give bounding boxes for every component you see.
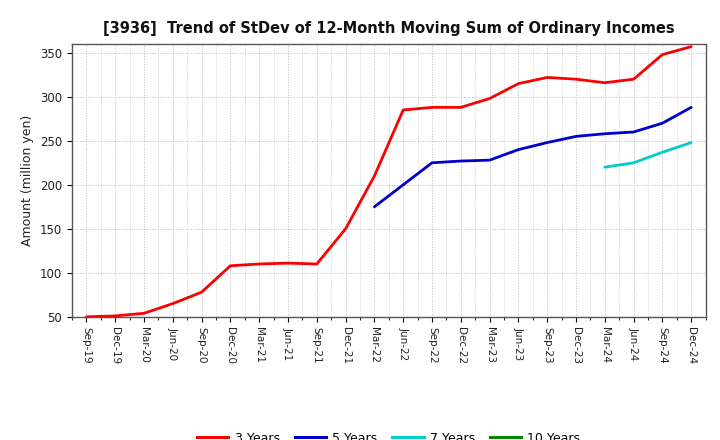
Title: [3936]  Trend of StDev of 12-Month Moving Sum of Ordinary Incomes: [3936] Trend of StDev of 12-Month Moving… bbox=[103, 21, 675, 36]
Legend: 3 Years, 5 Years, 7 Years, 10 Years: 3 Years, 5 Years, 7 Years, 10 Years bbox=[192, 427, 585, 440]
Y-axis label: Amount (million yen): Amount (million yen) bbox=[22, 115, 35, 246]
